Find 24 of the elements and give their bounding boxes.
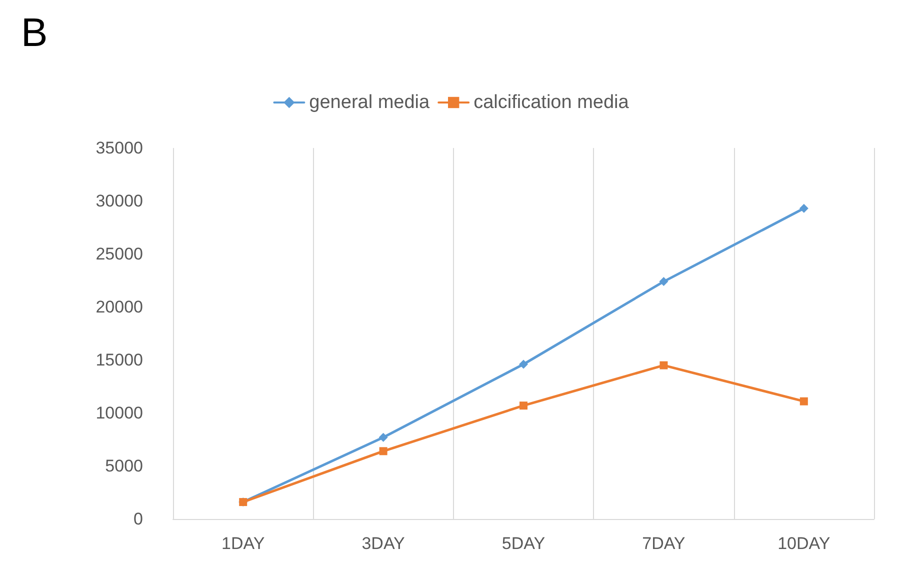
y-tick-label: 0 bbox=[134, 510, 143, 528]
x-tick-label: 10DAY bbox=[778, 534, 830, 553]
y-tick-label: 30000 bbox=[96, 192, 143, 210]
point bbox=[800, 397, 808, 406]
y-tick-label: 15000 bbox=[96, 350, 143, 370]
x-tick-label: 5DAY bbox=[502, 534, 546, 553]
point bbox=[520, 402, 528, 410]
point bbox=[659, 277, 668, 286]
chart-title: B bbox=[21, 11, 48, 55]
point bbox=[660, 361, 668, 370]
y-tick-label: 25000 bbox=[96, 244, 143, 264]
point bbox=[379, 447, 388, 456]
y-tick-label: 20000 bbox=[96, 298, 143, 316]
x-tick-label: 3DAY bbox=[362, 534, 405, 553]
y-tick-label: 10000 bbox=[96, 404, 143, 422]
x-tick-label: 1DAY bbox=[222, 534, 265, 553]
x-tick-label: 7DAY bbox=[642, 534, 686, 553]
point bbox=[799, 204, 808, 213]
point bbox=[378, 432, 388, 442]
legend-label: calcification media bbox=[474, 92, 630, 113]
legend-label: general media bbox=[309, 92, 430, 113]
y-tick-label: 35000 bbox=[96, 138, 143, 158]
point bbox=[519, 360, 528, 369]
y-tick-label: 5000 bbox=[105, 456, 143, 476]
